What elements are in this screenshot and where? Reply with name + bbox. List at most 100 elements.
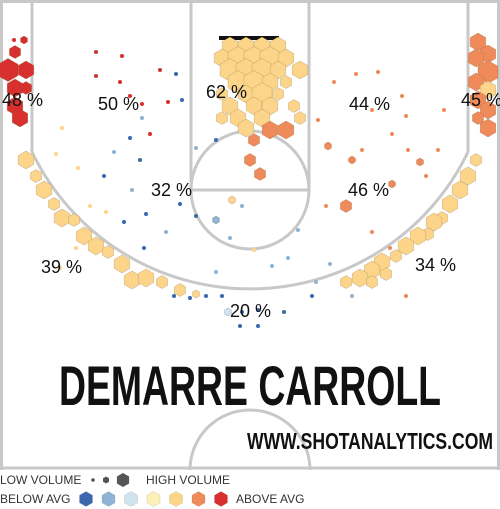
zone-label-right-elbow: 46 % bbox=[348, 180, 389, 200]
shot-dot bbox=[74, 246, 78, 250]
shot-dot bbox=[404, 114, 408, 118]
shot-hexagon bbox=[48, 197, 60, 211]
shot-dot bbox=[128, 94, 132, 98]
shot-hexagon bbox=[20, 81, 32, 95]
zone-label-right-corner-three: 45 % bbox=[461, 90, 500, 110]
zone-labels: 48 % 50 % 62 % 44 % 45 % 32 % 46 % 39 % … bbox=[2, 82, 500, 321]
shot-hexagon bbox=[467, 48, 485, 68]
shot-dot bbox=[130, 188, 134, 192]
shot-dot bbox=[88, 204, 92, 208]
shot-dot bbox=[104, 210, 108, 214]
shot-dot bbox=[94, 50, 98, 54]
legend-color-hexagon bbox=[124, 491, 138, 507]
shot-dot bbox=[324, 204, 328, 208]
website-url: WWW.SHOTANALYTICS.COM bbox=[247, 428, 493, 454]
shot-dot bbox=[140, 116, 144, 120]
shot-hexagon bbox=[216, 87, 228, 101]
player-name: DEMARRE CARROLL bbox=[59, 354, 441, 417]
shot-dot bbox=[76, 166, 80, 170]
shot-hexagon bbox=[294, 111, 306, 125]
shot-hexagons bbox=[0, 32, 499, 317]
legend-above-avg-label: ABOVE AVG bbox=[236, 492, 304, 506]
shot-dot bbox=[370, 230, 374, 234]
shot-dot bbox=[94, 74, 98, 78]
shot-hexagon bbox=[17, 60, 35, 80]
shot-dot bbox=[128, 136, 132, 140]
shot-dot bbox=[296, 228, 300, 232]
shot-dot bbox=[60, 126, 64, 130]
shot-dot bbox=[12, 38, 16, 42]
shot-hexagon bbox=[68, 213, 80, 227]
shot-dot bbox=[140, 102, 144, 106]
shot-hexagon bbox=[174, 283, 186, 297]
shot-hexagon bbox=[212, 215, 220, 225]
shot-dot bbox=[240, 310, 244, 314]
shot-dot bbox=[314, 280, 318, 284]
shot-hexagon bbox=[216, 111, 228, 125]
shot-dot bbox=[400, 94, 404, 98]
shot-dot bbox=[180, 98, 184, 102]
shot-dot bbox=[148, 132, 152, 136]
shot-dot bbox=[370, 108, 374, 112]
shot-dot bbox=[390, 132, 394, 136]
shot-hexagon bbox=[451, 180, 469, 200]
legend-volume-hexagon bbox=[103, 476, 109, 484]
shot-hexagon bbox=[472, 111, 484, 125]
shot-dot bbox=[404, 294, 408, 298]
shot-dot bbox=[204, 294, 208, 298]
shot-hexagon bbox=[340, 199, 352, 213]
shot-hexagon bbox=[11, 108, 29, 128]
shot-hexagon bbox=[479, 118, 497, 138]
shot-dot bbox=[166, 100, 170, 104]
shot-hexagon bbox=[441, 194, 459, 214]
shot-hexagon bbox=[156, 275, 168, 289]
shot-dot bbox=[332, 80, 336, 84]
shot-dot bbox=[388, 246, 392, 250]
three-point-arc bbox=[30, 151, 470, 291]
shot-dot bbox=[240, 204, 244, 208]
shot-dot bbox=[122, 220, 126, 224]
shot-dot bbox=[442, 108, 446, 112]
zone-label-restricted-area: 62 % bbox=[206, 82, 247, 102]
legend: LOW VOLUME HIGH VOLUME BELOW AVG ABOVE A… bbox=[0, 473, 304, 507]
zone-label-left-midrange-baseline: 50 % bbox=[98, 94, 139, 114]
shot-dot bbox=[158, 68, 162, 72]
shot-hexagon bbox=[53, 208, 71, 228]
shot-dot bbox=[256, 308, 260, 312]
shot-dot bbox=[214, 270, 218, 274]
legend-color-hexagon bbox=[191, 491, 206, 507]
shot-hexagon bbox=[224, 307, 232, 317]
legend-color-hexagon bbox=[79, 491, 93, 507]
shot-hexagon bbox=[123, 270, 141, 290]
legend-color-hexagon bbox=[146, 491, 161, 507]
legend-volume-hexagon bbox=[91, 478, 95, 482]
shot-hexagon bbox=[388, 179, 396, 189]
legend-volume-scale bbox=[91, 473, 130, 487]
shot-hexagon bbox=[17, 150, 35, 170]
shot-dot bbox=[144, 212, 148, 216]
shot-dot bbox=[252, 248, 256, 252]
zone-label-left-corner-three: 48 % bbox=[2, 90, 43, 110]
shot-dot bbox=[118, 80, 122, 84]
shot-dot bbox=[310, 294, 314, 298]
shot-hexagon bbox=[30, 169, 42, 183]
shot-hexagon bbox=[470, 153, 482, 167]
shot-hexagon bbox=[416, 157, 424, 167]
shot-hexagon bbox=[272, 87, 284, 101]
shot-hexagon bbox=[20, 35, 28, 45]
shot-dot bbox=[354, 72, 358, 76]
shot-dot bbox=[58, 266, 62, 270]
shot-dot bbox=[142, 246, 146, 250]
shot-hexagon bbox=[192, 289, 200, 299]
shot-hexagon bbox=[280, 75, 292, 89]
shot-dot bbox=[138, 158, 142, 162]
shot-hexagon bbox=[237, 118, 255, 138]
shot-hexagon bbox=[261, 120, 279, 140]
shot-hexagon bbox=[244, 153, 256, 167]
shot-hexagon bbox=[340, 275, 352, 289]
shot-dot bbox=[172, 294, 176, 298]
shot-hexagon bbox=[277, 120, 295, 140]
shot-dot bbox=[194, 146, 198, 150]
shot-dot bbox=[220, 294, 224, 298]
shot-hexagon bbox=[459, 166, 477, 186]
